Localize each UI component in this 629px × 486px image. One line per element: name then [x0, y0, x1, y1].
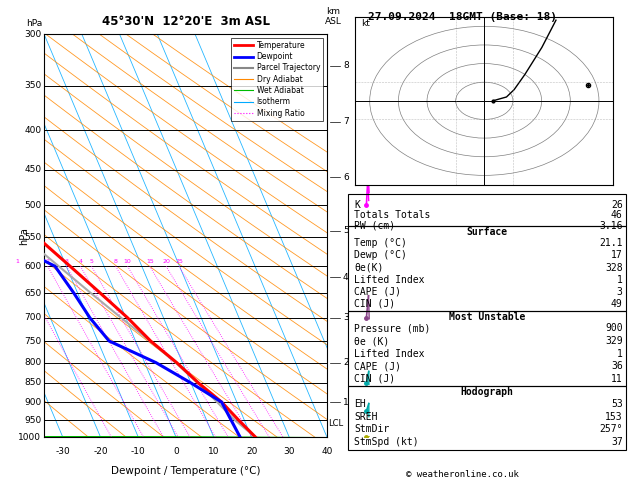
- Text: 3: 3: [343, 313, 348, 322]
- Text: kt: kt: [361, 19, 370, 28]
- Text: 1: 1: [617, 349, 623, 359]
- Legend: Temperature, Dewpoint, Parcel Trajectory, Dry Adiabat, Wet Adiabat, Isotherm, Mi: Temperature, Dewpoint, Parcel Trajectory…: [231, 38, 323, 121]
- Text: 3.16: 3.16: [599, 221, 623, 231]
- Text: 45°30'N  12°20'E  3m ASL: 45°30'N 12°20'E 3m ASL: [101, 15, 270, 28]
- Text: 8: 8: [114, 259, 118, 264]
- Text: 27.09.2024  18GMT (Base: 18): 27.09.2024 18GMT (Base: 18): [368, 12, 557, 22]
- Text: 36: 36: [611, 362, 623, 371]
- Text: 850: 850: [24, 379, 42, 387]
- Text: 53: 53: [611, 399, 623, 409]
- Text: Lifted Index: Lifted Index: [354, 349, 425, 359]
- Text: Lifted Index: Lifted Index: [354, 275, 425, 285]
- Text: 37: 37: [611, 437, 623, 447]
- Text: 153: 153: [605, 412, 623, 421]
- Text: 700: 700: [24, 313, 42, 322]
- Text: Temp (°C): Temp (°C): [354, 238, 407, 248]
- Text: LCL: LCL: [328, 418, 343, 428]
- Text: Dewp (°C): Dewp (°C): [354, 250, 407, 260]
- Text: 30: 30: [284, 448, 295, 456]
- Text: 900: 900: [605, 324, 623, 333]
- Text: © weatheronline.co.uk: © weatheronline.co.uk: [406, 469, 519, 479]
- Text: 46: 46: [611, 210, 623, 221]
- Text: StmDir: StmDir: [354, 424, 389, 434]
- Text: 600: 600: [24, 262, 42, 271]
- Text: 40: 40: [321, 448, 333, 456]
- Text: 11: 11: [611, 374, 623, 384]
- Text: -30: -30: [55, 448, 70, 456]
- Text: StmSpd (kt): StmSpd (kt): [354, 437, 419, 447]
- Text: θe (K): θe (K): [354, 336, 389, 346]
- Text: PW (cm): PW (cm): [354, 221, 395, 231]
- Text: 1000: 1000: [18, 433, 42, 442]
- Text: 5: 5: [89, 259, 94, 264]
- Text: CAPE (J): CAPE (J): [354, 287, 401, 297]
- Text: 900: 900: [24, 398, 42, 407]
- Text: CIN (J): CIN (J): [354, 299, 395, 309]
- Text: 550: 550: [24, 233, 42, 242]
- Text: km
ASL: km ASL: [325, 6, 342, 26]
- Text: 1: 1: [617, 275, 623, 285]
- Text: 300: 300: [24, 30, 42, 38]
- Text: 26: 26: [611, 200, 623, 210]
- Text: 3: 3: [65, 259, 69, 264]
- Text: 500: 500: [24, 201, 42, 209]
- Text: 4: 4: [79, 259, 82, 264]
- Text: 329: 329: [605, 336, 623, 346]
- Text: -20: -20: [93, 448, 108, 456]
- Text: 6: 6: [343, 173, 348, 182]
- Text: Most Unstable: Most Unstable: [448, 312, 525, 322]
- Text: CIN (J): CIN (J): [354, 374, 395, 384]
- Text: 2: 2: [343, 358, 348, 367]
- Text: 10: 10: [124, 259, 131, 264]
- Text: SREH: SREH: [354, 412, 377, 421]
- Text: 650: 650: [24, 289, 42, 297]
- Text: 21.1: 21.1: [599, 238, 623, 248]
- Text: 8: 8: [343, 61, 348, 70]
- Text: 1: 1: [15, 259, 19, 264]
- Text: K: K: [354, 200, 360, 210]
- Text: 49: 49: [611, 299, 623, 309]
- Text: hPa: hPa: [26, 19, 42, 28]
- Text: 257°: 257°: [599, 424, 623, 434]
- Text: EH: EH: [354, 399, 366, 409]
- Text: 7: 7: [343, 118, 348, 126]
- Text: 5: 5: [343, 226, 348, 235]
- Text: θe(K): θe(K): [354, 262, 384, 273]
- Text: 750: 750: [24, 336, 42, 346]
- Text: 1: 1: [343, 398, 348, 407]
- Text: 10: 10: [208, 448, 220, 456]
- Text: Surface: Surface: [466, 227, 508, 237]
- Text: 950: 950: [24, 416, 42, 425]
- Text: 800: 800: [24, 358, 42, 367]
- Text: 20: 20: [162, 259, 170, 264]
- Text: 350: 350: [24, 81, 42, 90]
- Text: 328: 328: [605, 262, 623, 273]
- Text: 400: 400: [24, 126, 42, 135]
- Text: 25: 25: [175, 259, 183, 264]
- Text: Dewpoint / Temperature (°C): Dewpoint / Temperature (°C): [111, 466, 260, 476]
- Text: 450: 450: [24, 165, 42, 174]
- Text: CAPE (J): CAPE (J): [354, 362, 401, 371]
- Text: -10: -10: [131, 448, 146, 456]
- Text: 17: 17: [611, 250, 623, 260]
- Text: Pressure (mb): Pressure (mb): [354, 324, 430, 333]
- Text: 4: 4: [343, 273, 348, 282]
- Text: 2: 2: [46, 259, 50, 264]
- Text: 15: 15: [146, 259, 153, 264]
- Text: Totals Totals: Totals Totals: [354, 210, 430, 221]
- Text: Hodograph: Hodograph: [460, 387, 513, 397]
- Text: 3: 3: [617, 287, 623, 297]
- Text: 0: 0: [173, 448, 179, 456]
- Text: hPa: hPa: [19, 227, 29, 244]
- Text: 20: 20: [246, 448, 257, 456]
